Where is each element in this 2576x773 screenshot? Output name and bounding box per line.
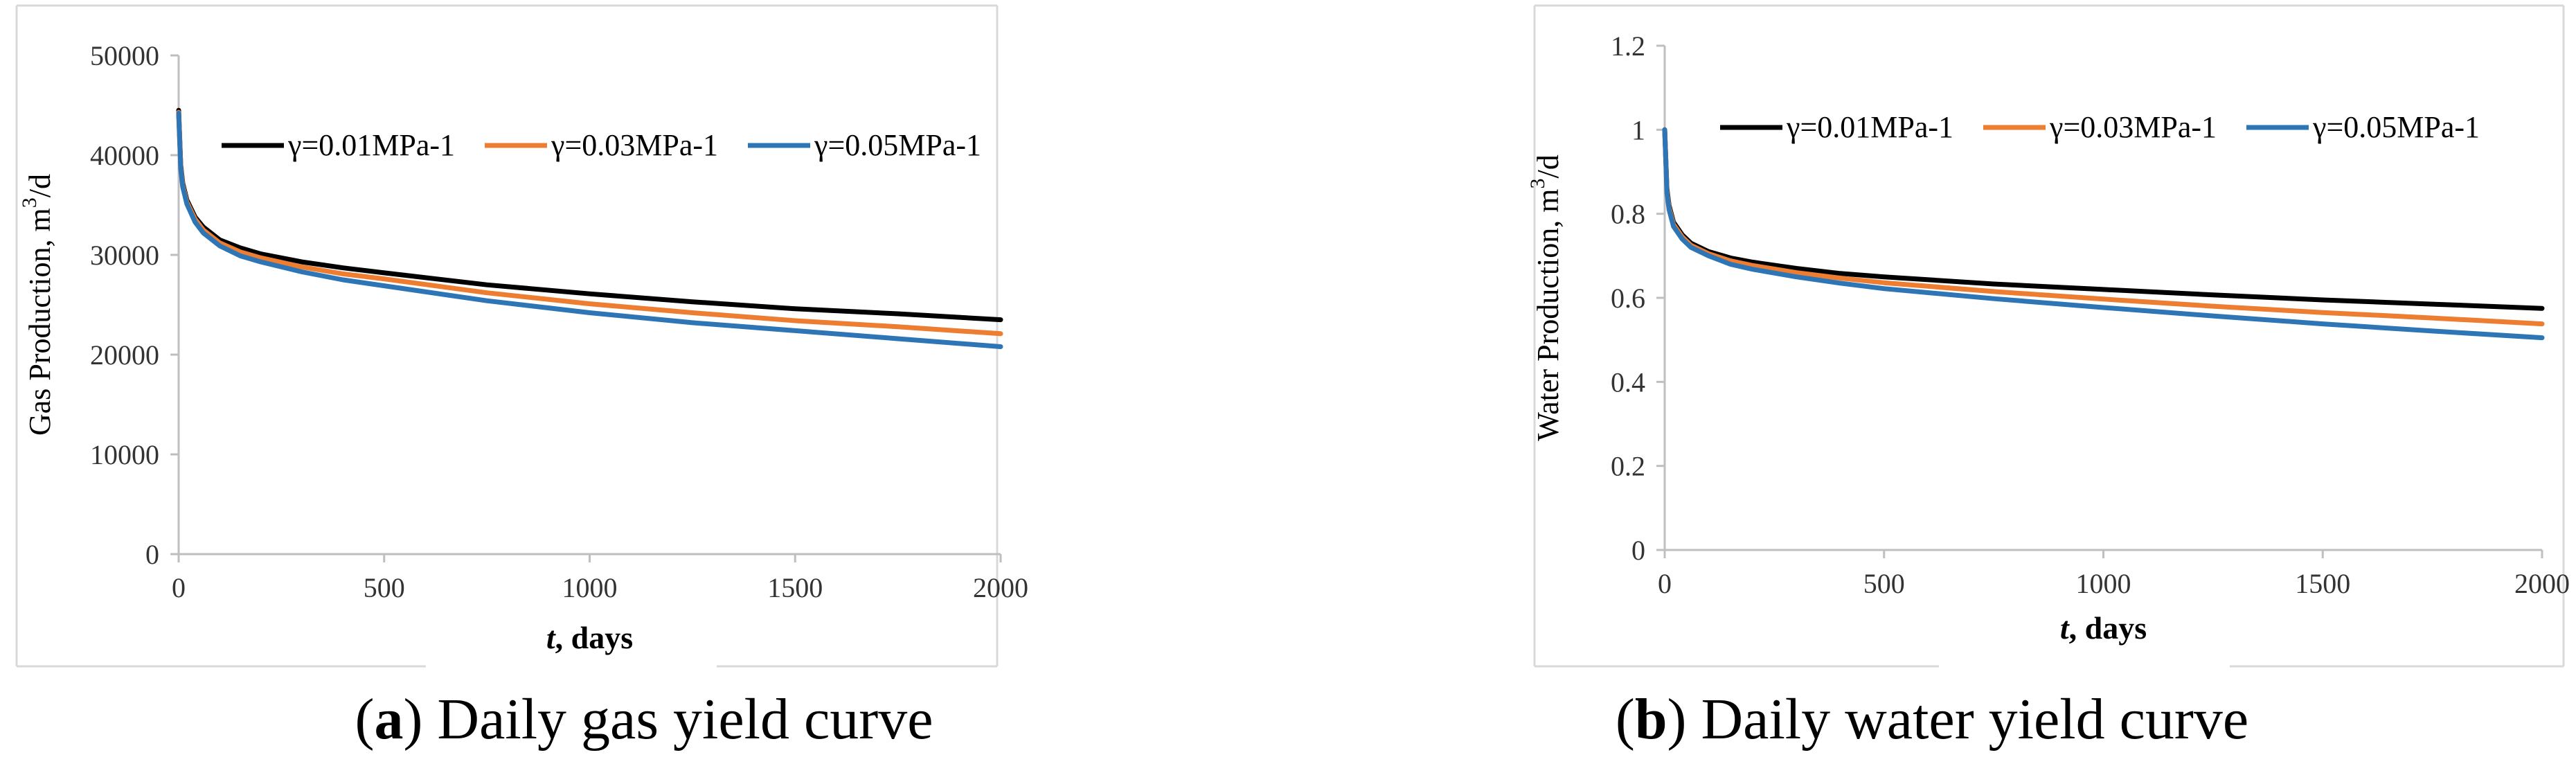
y-tick-label: 1 bbox=[1631, 114, 1645, 145]
y-axis-label: Water Production, m3/d bbox=[1526, 154, 1565, 441]
x-axis-label-italic: t bbox=[546, 620, 556, 655]
x-tick-label: 1500 bbox=[2295, 568, 2350, 599]
y-tick-label: 0.2 bbox=[1611, 451, 1645, 482]
x-axis-label-italic: t bbox=[2060, 610, 2070, 646]
legend-label-1: γ=0.01MPa-1 bbox=[1786, 110, 1953, 144]
x-axis-label: t, days bbox=[2060, 610, 2147, 646]
series-line-1 bbox=[1662, 127, 2545, 311]
legend-label-2: γ=0.03MPa-1 bbox=[2049, 110, 2217, 144]
y-axis-label-sup: 3 bbox=[18, 197, 41, 208]
caption-a: (a) Daily gas yield curve bbox=[0, 686, 1288, 753]
y-tick-label: 30000 bbox=[90, 240, 159, 271]
x-tick-label: 500 bbox=[1863, 568, 1905, 599]
y-axis-label-tail: /d bbox=[23, 174, 57, 197]
x-tick-label: 0 bbox=[1658, 568, 1672, 599]
y-axis-label: Gas Production, m3/d bbox=[18, 174, 57, 436]
y-tick-label: 1.2 bbox=[1611, 30, 1645, 62]
y-tick-label: 40000 bbox=[90, 140, 159, 171]
panel-a: 0 10000 20000 30000 40000 50000 0 500 1000 1500 20… bbox=[0, 4, 1288, 753]
caption-a-open: ( bbox=[355, 687, 375, 752]
x-tick-label: 1000 bbox=[2076, 568, 2131, 599]
caption-b: (b) Daily water yield curve bbox=[1288, 686, 2576, 753]
series-line-3 bbox=[176, 111, 1003, 349]
caption-a-letter: a bbox=[374, 687, 404, 752]
y-tick-label: 0 bbox=[1631, 535, 1645, 566]
series-line-2 bbox=[1662, 127, 2545, 327]
y-tick-label: 0 bbox=[145, 539, 159, 570]
y-axis-label-tail: /d bbox=[1531, 154, 1565, 178]
y-axis-label-sup: 3 bbox=[1526, 178, 1549, 188]
x-tick-label: 500 bbox=[364, 572, 405, 603]
chart-frame bbox=[15, 4, 999, 668]
x-tick-label: 1000 bbox=[562, 572, 618, 603]
y-axis-label-main: Gas Production, m bbox=[23, 208, 57, 436]
caption-b-open: ( bbox=[1615, 687, 1635, 752]
y-tick-label: 0.6 bbox=[1611, 283, 1645, 314]
y-axis-label-main: Water Production, m bbox=[1531, 188, 1565, 441]
y-tick-label: 0.4 bbox=[1611, 366, 1645, 398]
y-tick-label: 0.8 bbox=[1611, 199, 1645, 230]
x-axis-label-rest: , days bbox=[555, 620, 633, 655]
x-tick-label: 2000 bbox=[973, 572, 1028, 603]
x-tick-label: 1500 bbox=[767, 572, 823, 603]
legend-label-2: γ=0.03MPa-1 bbox=[551, 128, 718, 162]
panel-b: 0 0.2 0.4 0.6 0.8 1 1.2 0 500 1000 1500 2000 t, days… bbox=[1288, 0, 2576, 773]
legend-label-3: γ=0.05MPa-1 bbox=[2312, 110, 2480, 144]
x-tick-label: 0 bbox=[172, 572, 186, 603]
legend-label-1: γ=0.01MPa-1 bbox=[287, 128, 455, 162]
caption-b-letter: b bbox=[1634, 687, 1667, 752]
legend-label-3: γ=0.05MPa-1 bbox=[814, 128, 981, 162]
caption-b-text: ) Daily water yield curve bbox=[1667, 687, 2249, 752]
y-tick-label: 20000 bbox=[90, 339, 159, 371]
y-tick-label: 10000 bbox=[90, 439, 159, 470]
caption-a-text: ) Daily gas yield curve bbox=[403, 687, 933, 752]
chart-frame bbox=[1533, 4, 2565, 668]
water-production-chart: 0 0.2 0.4 0.6 0.8 1 1.2 0 500 1000 1500 2000 t, days… bbox=[1526, 4, 2570, 668]
x-tick-label: 2000 bbox=[2514, 568, 2570, 599]
x-axis-label-rest: , days bbox=[2069, 610, 2147, 646]
x-axis-label: t, days bbox=[546, 620, 633, 655]
y-tick-label: 50000 bbox=[90, 40, 159, 71]
series-line-3 bbox=[1662, 127, 2545, 341]
gas-production-chart: 0 10000 20000 30000 40000 50000 0 500 1000 1500 20… bbox=[15, 4, 1028, 668]
